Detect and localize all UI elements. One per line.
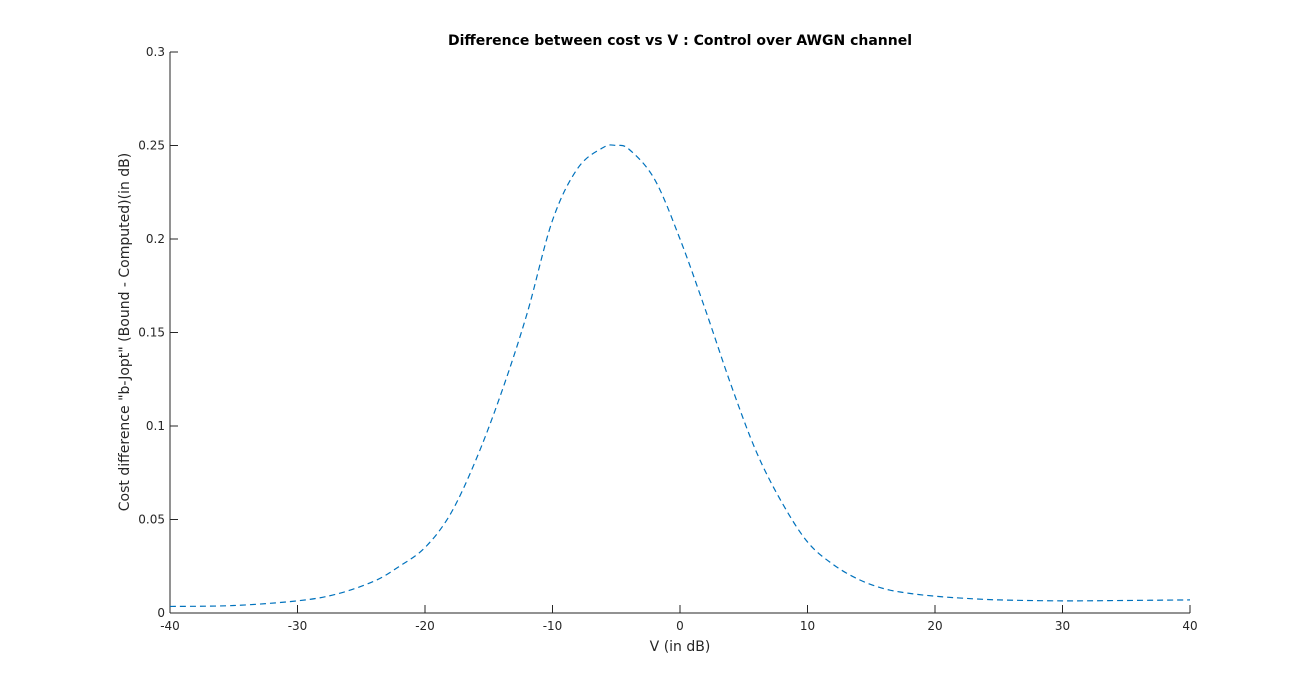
y-tick-label: 0.1 bbox=[146, 419, 165, 433]
x-tick-label: 10 bbox=[800, 619, 815, 633]
axes: -40 -30 -20 -10 0 10 20 30 40 0 0.05 0.1 0.15 0.2 0.25… bbox=[138, 45, 1197, 633]
series-line bbox=[169, 144, 1191, 608]
x-tick-label: -20 bbox=[415, 619, 435, 633]
y-tick-label: 0.05 bbox=[138, 513, 165, 527]
x-tick-label: 30 bbox=[1055, 619, 1070, 633]
x-tick-label: 40 bbox=[1182, 619, 1197, 633]
x-tick-label: 0 bbox=[676, 619, 684, 633]
y-tick-label: 0.25 bbox=[138, 139, 165, 153]
x-tick-label: -30 bbox=[288, 619, 308, 633]
x-tick-label: -10 bbox=[543, 619, 563, 633]
series-layer bbox=[169, 144, 1191, 608]
chart-title: Difference between cost vs V : Control o… bbox=[448, 33, 912, 49]
x-axis-label: V (in dB) bbox=[650, 639, 711, 655]
y-tick-label: 0.2 bbox=[146, 232, 165, 246]
x-tick-label: 20 bbox=[927, 619, 942, 633]
y-axis-label: Cost difference "b-Jopt" (Bound - Comput… bbox=[117, 153, 133, 511]
y-tick-label: 0.15 bbox=[138, 326, 165, 340]
x-tick-label: -40 bbox=[160, 619, 180, 633]
y-tick-label: 0 bbox=[157, 606, 165, 620]
y-tick-label: 0.3 bbox=[146, 45, 165, 59]
